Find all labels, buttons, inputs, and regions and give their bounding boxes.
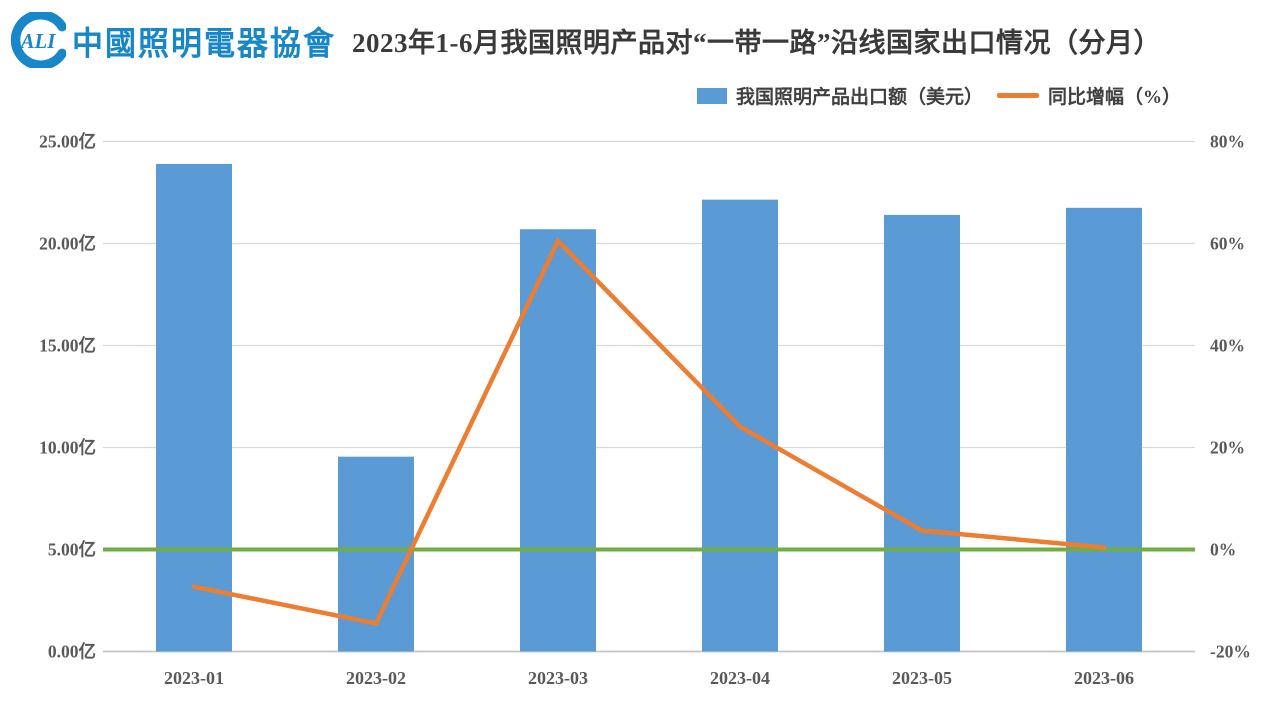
cali-logo-icon: ALI <box>10 12 66 68</box>
x-axis-label-2023-04: 2023-04 <box>710 668 770 688</box>
legend-item-exports: 我国照明产品出口额（美元） <box>697 82 983 109</box>
export-bar-2023-01 <box>156 163 232 652</box>
left-axis-tick-label: 10.00亿 <box>39 438 96 458</box>
org-name: 中國照明電器協會 <box>72 24 336 62</box>
x-axis-label-2023-01: 2023-01 <box>164 668 224 688</box>
chart-legend: 我国照明产品出口额（美元） 同比增幅（%） <box>697 82 1181 109</box>
line-series-swatch-icon <box>997 93 1040 98</box>
header: ALI 中國照明電器協會 2023年1-6月我国照明产品对“一带一路”沿线国家出… <box>10 12 1161 68</box>
org-logo: ALI 中國照明電器協會 <box>10 12 336 68</box>
x-axis-label-2023-06: 2023-06 <box>1074 668 1134 688</box>
right-axis-tick-label: -20% <box>1210 642 1251 662</box>
left-axis-tick-label: 5.00亿 <box>48 540 96 560</box>
growth-line <box>191 237 1107 627</box>
x-axis-label-2023-02: 2023-02 <box>346 668 406 688</box>
export-bar-2023-05 <box>884 214 960 652</box>
right-axis-tick-label: 80% <box>1210 132 1245 152</box>
right-axis-tick-label: 0% <box>1210 540 1236 560</box>
x-axis-label-2023-03: 2023-03 <box>528 668 588 688</box>
x-axis-label-2023-05: 2023-05 <box>892 668 952 688</box>
legend-label-exports: 我国照明产品出口额（美元） <box>736 87 984 108</box>
logo-acronym: ALI <box>19 31 56 53</box>
left-axis-tick-label: 25.00亿 <box>39 132 96 152</box>
left-axis-tick-label: 0.00亿 <box>48 642 96 662</box>
left-axis-tick-label: 15.00亿 <box>39 336 96 356</box>
legend-label-growth: 同比增幅（%） <box>1048 87 1182 108</box>
page-title: 2023年1-6月我国照明产品对“一带一路”沿线国家出口情况（分月） <box>352 27 1161 58</box>
left-axis-tick-label: 20.00亿 <box>39 234 96 254</box>
right-axis-tick-label: 40% <box>1210 336 1245 356</box>
bar-series-swatch-icon <box>697 87 727 104</box>
right-axis-tick-label: 60% <box>1210 234 1245 254</box>
right-axis-tick-label: 20% <box>1210 438 1245 458</box>
export-bar-2023-06 <box>1066 207 1142 652</box>
export-bar-2023-03 <box>520 229 596 652</box>
legend-item-growth: 同比增幅（%） <box>997 82 1181 109</box>
